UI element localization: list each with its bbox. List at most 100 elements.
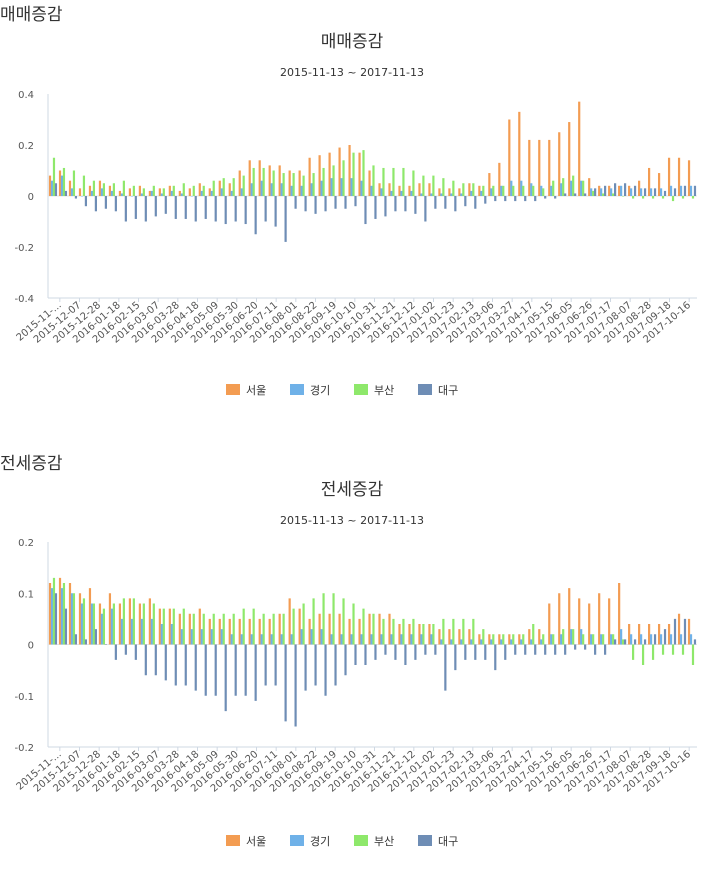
bar-대구 [613, 183, 617, 196]
bar-대구 [623, 183, 627, 196]
bar-서울 [508, 634, 511, 645]
bar-경기 [400, 634, 403, 645]
bar-경기 [490, 188, 493, 196]
bar-대구 [314, 196, 317, 214]
bar-서울 [578, 598, 581, 645]
bar-서울 [208, 188, 211, 196]
bar-대구 [114, 196, 117, 212]
bar-부산 [532, 185, 535, 196]
bar-부산 [482, 629, 485, 645]
bar-부산 [552, 180, 555, 196]
bar-경기 [420, 634, 423, 645]
bar-경기 [300, 629, 303, 645]
bar-부산 [402, 618, 405, 645]
bar-대구 [204, 644, 207, 696]
bar-경기 [490, 639, 493, 645]
bar-부산 [162, 608, 165, 645]
bar-대구 [364, 644, 367, 665]
bar-대구 [484, 644, 487, 660]
bar-대구 [194, 196, 197, 222]
bar-대구 [274, 196, 277, 227]
bar-대구 [314, 644, 317, 686]
bar-경기 [669, 634, 673, 645]
bar-경기 [320, 180, 323, 196]
bar-부산 [681, 644, 685, 655]
bar-대구 [344, 196, 347, 209]
bar-경기 [240, 188, 243, 196]
bar-경기 [649, 188, 653, 196]
bar-경기 [90, 603, 94, 645]
bar-부산 [412, 618, 415, 645]
bar-부산 [562, 178, 565, 196]
bar-경기 [110, 190, 114, 196]
bar-서울 [478, 634, 481, 645]
bar-대구 [394, 196, 397, 212]
bar-경기 [679, 634, 683, 645]
bar-부산 [422, 175, 425, 196]
bar-서울 [98, 603, 102, 645]
bar-대구 [274, 644, 277, 686]
bar-서울 [488, 173, 491, 196]
chart-subtitle: 2015-11-13 ~ 2017-11-13 [280, 66, 424, 79]
bar-서울 [218, 618, 221, 645]
bar-서울 [618, 185, 621, 196]
bar-대구 [324, 196, 327, 212]
legend-swatch-경기 [290, 384, 304, 395]
bar-서울 [108, 185, 112, 196]
bar-부산 [232, 613, 235, 645]
bar-대구 [604, 185, 607, 196]
legend-label-대구: 대구 [438, 835, 458, 848]
bar-서울 [588, 603, 591, 645]
legend-label-부산: 부산 [374, 384, 394, 397]
bar-부산 [671, 196, 675, 202]
bar-부산 [312, 173, 315, 196]
bar-대구 [394, 644, 397, 660]
bar-대구 [144, 644, 147, 676]
bar-경기 [600, 188, 603, 196]
bar-부산 [661, 196, 665, 199]
y-tick-label: -0.2 [14, 743, 34, 754]
bar-경기 [510, 180, 513, 196]
bar-경기 [170, 624, 173, 645]
bar-대구 [554, 196, 557, 199]
bar-대구 [544, 644, 547, 655]
bar-대구 [424, 644, 427, 655]
bar-부산 [142, 188, 145, 196]
bar-대구 [54, 593, 58, 645]
bar-서울 [528, 629, 531, 645]
bar-부산 [442, 618, 445, 645]
bar-부산 [252, 608, 255, 645]
bar-경기 [540, 185, 543, 196]
bar-부산 [592, 634, 595, 645]
bar-부산 [322, 593, 325, 645]
bar-경기 [530, 183, 533, 196]
bar-경기 [360, 634, 363, 645]
bar-경기 [330, 178, 333, 196]
bar-경기 [480, 190, 483, 196]
bar-대구 [134, 644, 137, 660]
bar-대구 [74, 196, 78, 199]
bar-부산 [582, 180, 585, 196]
bar-대구 [114, 644, 117, 660]
bar-서울 [498, 162, 501, 196]
bar-서울 [128, 598, 132, 645]
bar-부산 [691, 644, 695, 665]
y-tick-label: 0.1 [18, 589, 34, 600]
bar-서울 [158, 188, 161, 196]
bar-경기 [550, 634, 553, 645]
bar-경기 [70, 188, 74, 196]
bar-부산 [631, 196, 635, 199]
bar-부산 [582, 634, 585, 645]
bar-부산 [222, 613, 225, 645]
bar-서울 [448, 629, 451, 645]
bar-부산 [182, 608, 185, 645]
bar-부산 [312, 598, 315, 645]
bar-서울 [498, 634, 501, 645]
bar-경기 [659, 634, 663, 645]
bar-경기 [80, 196, 84, 197]
bar-대구 [663, 629, 667, 645]
y-tick-label: 0.4 [18, 90, 34, 101]
bar-서울 [268, 618, 271, 645]
bar-대구 [643, 188, 647, 196]
bar-서울 [328, 152, 331, 196]
